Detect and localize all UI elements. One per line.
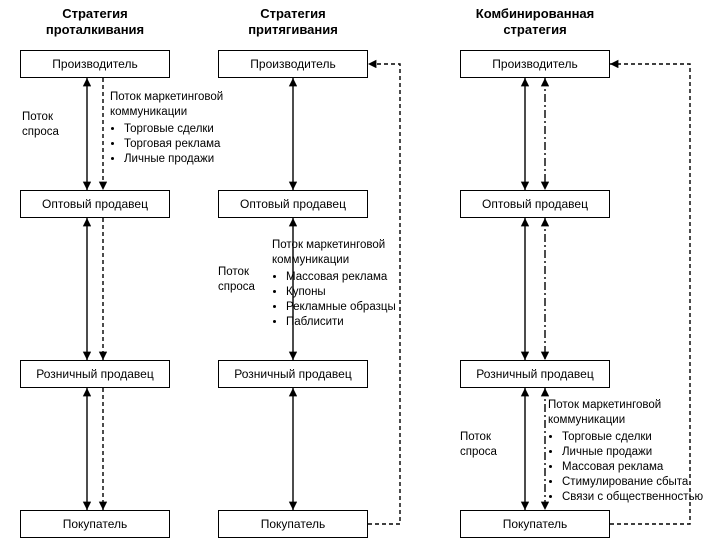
node-label: Розничный продавец <box>476 367 593 381</box>
pull-comm-title: Поток маркетинговойкоммуникации <box>272 238 432 268</box>
pull-comm-item: Рекламные образцы <box>286 300 432 315</box>
combo-wholesaler: Оптовый продавец <box>460 190 610 218</box>
pull-demand-label: Поток спроса <box>218 265 255 295</box>
pull-retailer: Розничный продавец <box>218 360 368 388</box>
node-label: Покупатель <box>503 517 567 531</box>
demand-l2: спроса <box>460 445 497 460</box>
demand-l1: Поток <box>218 265 255 280</box>
combo-comm-item: Стимулирование сбыта <box>562 475 712 490</box>
combo-retailer: Розничный продавец <box>460 360 610 388</box>
combo-comm-item: Связи с общественностью <box>562 490 712 505</box>
combo-comm: Поток маркетинговойкоммуникации Торговые… <box>548 398 712 505</box>
node-label: Покупатель <box>63 517 127 531</box>
push-retailer: Розничный продавец <box>20 360 170 388</box>
pull-comm-list: Массовая реклама Купоны Рекламные образц… <box>272 270 432 330</box>
combo-buyer: Покупатель <box>460 510 610 538</box>
push-producer: Производитель <box>20 50 170 78</box>
combo-comm-item: Массовая реклама <box>562 460 712 475</box>
combo-comm-list: Торговые сделки Личные продажи Массовая … <box>548 430 712 505</box>
combo-comm-item: Торговые сделки <box>562 430 712 445</box>
pull-comm-item: Паблисити <box>286 315 432 330</box>
header-push-l1: Стратегия <box>62 6 128 21</box>
push-comm-title: Поток маркетинговойкоммуникации <box>110 90 240 120</box>
header-pull: Стратегия притягивания <box>218 6 368 37</box>
header-push: Стратегия проталкивания <box>20 6 170 37</box>
push-wholesaler: Оптовый продавец <box>20 190 170 218</box>
pull-producer: Производитель <box>218 50 368 78</box>
header-push-l2: проталкивания <box>46 22 144 37</box>
node-label: Покупатель <box>261 517 325 531</box>
node-label: Розничный продавец <box>234 367 351 381</box>
header-combo: Комбинированная стратегия <box>440 6 630 37</box>
combo-producer: Производитель <box>460 50 610 78</box>
demand-l1: Поток <box>22 110 59 125</box>
demand-l2: спроса <box>218 280 255 295</box>
push-comm-item: Торговая реклама <box>124 137 240 152</box>
header-combo-l2: стратегия <box>503 22 566 37</box>
demand-l1: Поток <box>460 430 497 445</box>
push-comm-item: Торговые сделки <box>124 122 240 137</box>
push-demand-label: Поток спроса <box>22 110 59 140</box>
push-comm-item: Личные продажи <box>124 152 240 167</box>
header-pull-l1: Стратегия <box>260 6 326 21</box>
header-combo-l1: Комбинированная <box>476 6 594 21</box>
push-comm-list: Торговые сделки Торговая реклама Личные … <box>110 122 240 167</box>
node-label: Производитель <box>250 57 335 71</box>
node-label: Оптовый продавец <box>42 197 148 211</box>
pull-comm: Поток маркетинговойкоммуникации Массовая… <box>272 238 432 330</box>
pull-wholesaler: Оптовый продавец <box>218 190 368 218</box>
push-buyer: Покупатель <box>20 510 170 538</box>
pull-buyer: Покупатель <box>218 510 368 538</box>
header-pull-l2: притягивания <box>248 22 338 37</box>
combo-comm-title: Поток маркетинговойкоммуникации <box>548 398 712 428</box>
combo-demand-label: Поток спроса <box>460 430 497 460</box>
push-comm: Поток маркетинговойкоммуникации Торговые… <box>110 90 240 167</box>
node-label: Оптовый продавец <box>482 197 588 211</box>
node-label: Оптовый продавец <box>240 197 346 211</box>
node-label: Производитель <box>52 57 137 71</box>
node-label: Производитель <box>492 57 577 71</box>
node-label: Розничный продавец <box>36 367 153 381</box>
pull-comm-item: Купоны <box>286 285 432 300</box>
combo-comm-item: Личные продажи <box>562 445 712 460</box>
demand-l2: спроса <box>22 125 59 140</box>
pull-comm-item: Массовая реклама <box>286 270 432 285</box>
